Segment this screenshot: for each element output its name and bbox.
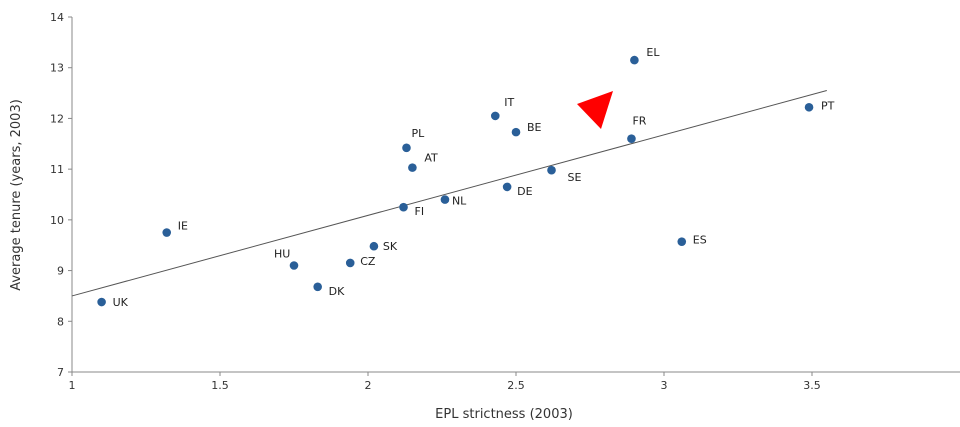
trendline [71,90,827,297]
y-tick-label: 10 [50,214,64,227]
x-tick-label: 3 [661,379,668,392]
data-point-de [502,182,512,192]
point-label-fr: FR [632,115,646,128]
point-label-hu: HU [274,248,290,261]
point-label-de: DE [517,185,532,198]
point-label-ie: IE [178,220,188,233]
point-label-uk: UK [113,296,129,309]
data-point-hu [289,261,299,270]
point-label-be: BE [527,121,542,134]
data-point-ie [162,228,172,237]
point-label-pt: PT [821,99,835,112]
x-tick-label: 2 [365,379,372,392]
point-label-sk: SK [383,240,398,253]
point-label-nl: NL [452,195,467,208]
data-point-es [677,237,687,246]
point-label-fi: FI [415,205,425,218]
x-tick-label: 1.5 [211,379,229,392]
data-point-at [408,163,417,172]
data-point-dk [313,282,322,292]
point-label-se: SE [568,171,582,184]
data-point-cz [345,258,355,268]
x-tick-label: 1 [69,379,76,392]
data-point-se [547,165,556,175]
data-point-it [490,111,500,121]
data-point-nl [440,195,450,204]
point-label-at: AT [424,152,438,165]
point-label-it: IT [504,96,514,109]
y-tick-label: 13 [50,62,64,75]
axes: 7 8 9 10 11 12 13 14 1 1.5 2 2.5 3 3.5 [50,11,960,392]
data-point-el [630,55,639,65]
red-triangle-pointer [577,91,613,129]
y-tick-label: 7 [57,366,64,379]
data-point-be [511,127,521,137]
point-label-cz: CZ [360,255,376,268]
point-label-es: ES [693,234,707,247]
point-label-el: EL [646,46,660,59]
data-point-pl [402,143,411,153]
y-tick-label: 14 [50,11,64,24]
y-tick-label: 11 [50,163,64,176]
data-point-pt [804,102,814,112]
data-point-fi [399,202,408,212]
trendline-group [71,90,827,297]
data-point-sk [369,241,379,251]
x-tick-label: 2.5 [507,379,525,392]
point-labels-group: UK IE HU DK CZ SK FI PL AT NL IT DE BE SE FR EL ES PT [113,46,835,309]
y-tick-label: 8 [57,315,64,328]
y-tick-label: 12 [50,112,64,125]
data-point-uk [97,297,106,307]
point-label-pl: PL [411,127,425,140]
x-tick-label: 3.5 [803,379,821,392]
annotation-group [577,91,613,129]
y-axis-title: Average tenure (years, 2003) [9,99,24,291]
data-point-fr [627,134,636,144]
point-label-dk: DK [329,285,345,298]
points-group [97,55,814,307]
x-axis-title: EPL strictness (2003) [435,407,573,422]
y-tick-label: 9 [57,265,64,278]
